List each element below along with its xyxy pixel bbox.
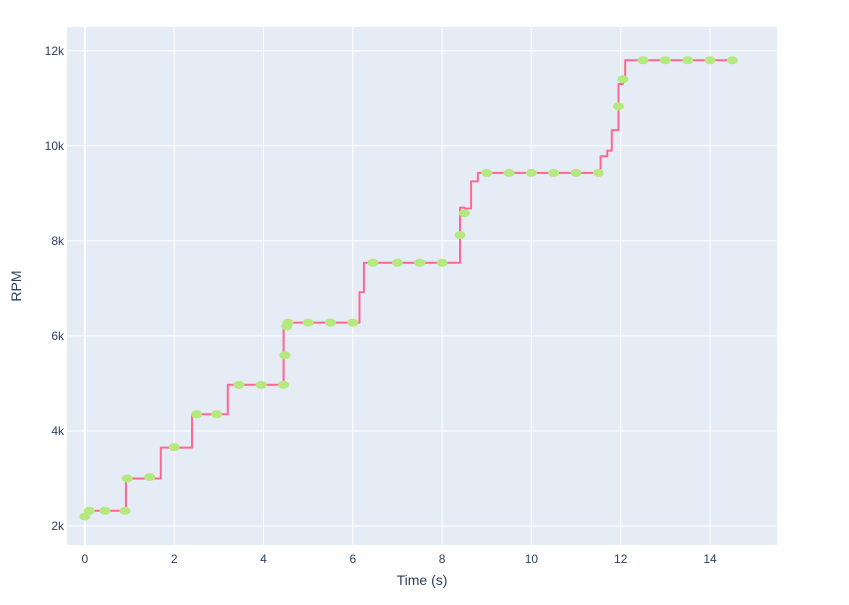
x-tick-label: 10 <box>525 552 539 566</box>
series-marker-layer <box>79 56 738 521</box>
x-tick-label: 4 <box>260 552 267 566</box>
y-tick-label: 10k <box>45 139 65 153</box>
x-tick-label: 14 <box>703 552 717 566</box>
x-tick-label: 8 <box>439 552 446 566</box>
tick-labels: 0 2 4 6 8 10 12 14 2k 4k 6k 8k 10k 12k <box>45 44 717 566</box>
rpm-marker-point <box>617 75 629 84</box>
rpm-marker-point <box>726 56 738 65</box>
rpm-marker-point <box>612 102 624 111</box>
rpm-marker-point <box>367 258 379 267</box>
x-axis-title: Time (s) <box>397 572 448 588</box>
y-tick-label: 8k <box>51 234 65 248</box>
rpm-marker-point <box>458 209 470 218</box>
x-tick-label: 6 <box>349 552 356 566</box>
rpm-marker-point <box>279 351 291 360</box>
rpm-marker-point <box>454 231 466 240</box>
rpm-marker-point <box>83 506 95 515</box>
rpm-marker-point <box>503 168 515 177</box>
rpm-marker-point <box>233 380 245 389</box>
rpm-marker-point <box>570 168 582 177</box>
y-tick-label: 6k <box>51 329 65 343</box>
rpm-marker-point <box>548 168 560 177</box>
x-tick-label: 12 <box>614 552 628 566</box>
y-tick-label: 4k <box>51 424 65 438</box>
rpm-marker-point <box>682 56 694 65</box>
rpm-marker-point <box>282 318 294 327</box>
y-axis-title: RPM <box>8 270 24 301</box>
x-tick-label: 0 <box>82 552 89 566</box>
grid <box>67 27 777 545</box>
rpm-marker-point <box>347 318 359 327</box>
rpm-marker-point <box>211 410 223 419</box>
rpm-marker-point <box>481 168 493 177</box>
rpm-marker-point <box>255 380 267 389</box>
rpm-marker-point <box>637 56 649 65</box>
rpm-marker-point <box>324 318 336 327</box>
plot-area <box>67 27 777 545</box>
rpm-marker-point <box>525 168 537 177</box>
rpm-marker-point <box>592 168 604 177</box>
rpm-marker-point <box>302 318 314 327</box>
y-tick-label: 2k <box>51 519 65 533</box>
rpm-marker-point <box>278 380 290 389</box>
rpm-marker-point <box>99 506 111 515</box>
rpm-marker-point <box>436 258 448 267</box>
rpm-marker-point <box>190 410 202 419</box>
rpm-marker-point <box>704 56 716 65</box>
x-tick-label: 2 <box>171 552 178 566</box>
rpm-marker-point <box>659 56 671 65</box>
rpm-marker-point <box>414 258 426 267</box>
rpm-marker-point <box>168 443 180 452</box>
rpm-marker-point <box>391 258 403 267</box>
rpm-marker-point <box>119 506 131 515</box>
y-tick-label: 12k <box>45 44 65 58</box>
rpm-marker-point <box>144 473 156 482</box>
rpm-marker-point <box>121 474 133 483</box>
